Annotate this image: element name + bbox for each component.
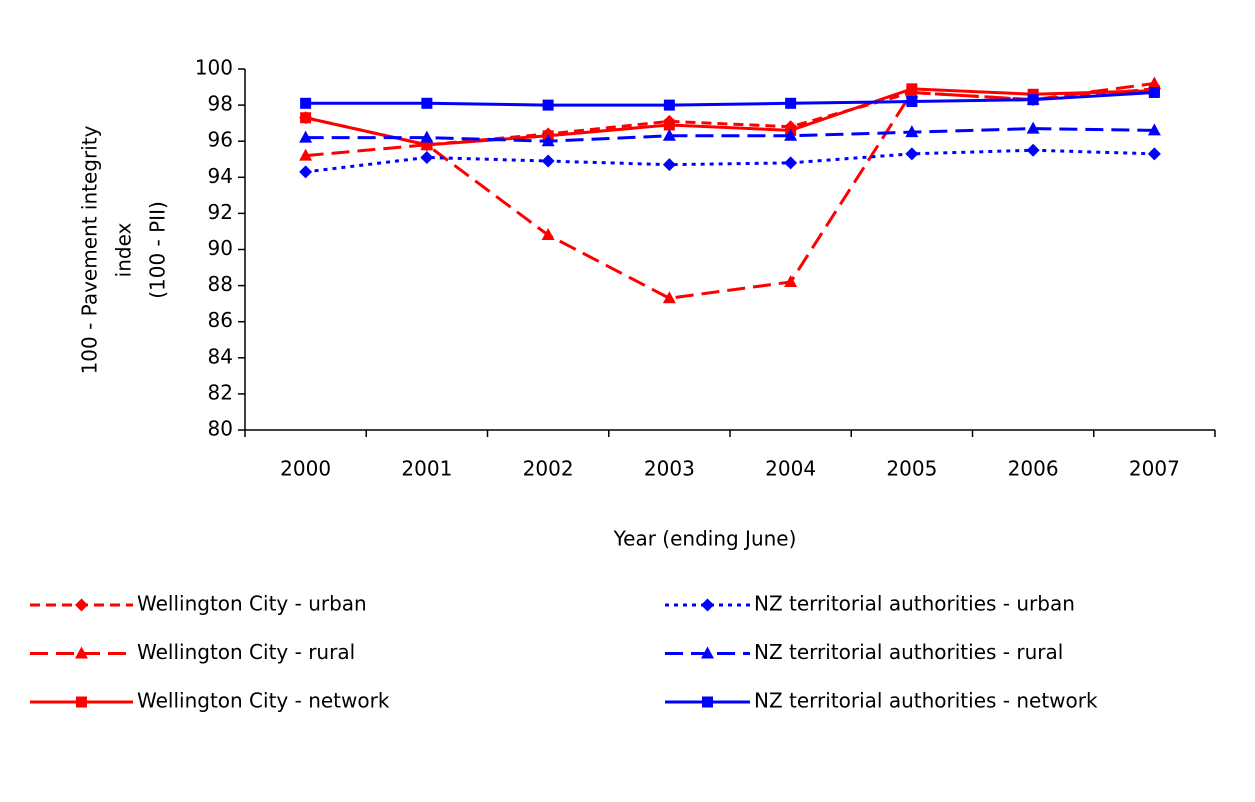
marker: [299, 130, 313, 143]
series-line: [305, 148, 1155, 174]
legend-marker: [75, 598, 88, 612]
marker: [1026, 143, 1040, 157]
marker: [421, 139, 433, 151]
marker: [420, 150, 434, 164]
legend-item: Wellington City - network: [30, 689, 390, 713]
marker: [784, 128, 798, 141]
legend-label: Wellington City - network: [137, 689, 390, 713]
series-line: [305, 90, 1155, 107]
marker: [541, 134, 555, 147]
marker: [905, 147, 919, 161]
marker: [300, 112, 312, 124]
marker: [1147, 147, 1161, 161]
legend-marker: [701, 646, 714, 659]
marker: [905, 125, 919, 138]
marker: [542, 99, 554, 111]
marker: [420, 130, 434, 143]
series-line: [305, 87, 1155, 147]
marker: [663, 119, 675, 131]
marker: [906, 95, 918, 107]
marker: [662, 291, 676, 304]
marker: [784, 156, 798, 170]
x-tick-label: 2000: [280, 457, 331, 481]
marker: [300, 97, 312, 109]
y-axis-label-line: (100 - PII): [146, 201, 170, 299]
legend-item: Wellington City - urban: [30, 592, 367, 616]
marker: [784, 274, 798, 287]
marker: [541, 154, 555, 168]
x-tick-label: 2001: [401, 457, 452, 481]
marker: [299, 148, 313, 161]
y-tick-label: 98: [208, 92, 233, 116]
marker: [1026, 121, 1040, 134]
y-tick-label: 90: [208, 236, 233, 260]
y-tick-label: 94: [208, 164, 233, 188]
legend-label: Wellington City - urban: [137, 592, 367, 616]
marker: [662, 158, 676, 172]
y-tick-label: 88: [208, 272, 233, 296]
y-tick-label: 82: [208, 380, 233, 404]
marker: [421, 97, 433, 109]
y-tick-label: 86: [208, 308, 233, 332]
y-axis-label: 100 - Pavement integrity index (100 - PI…: [78, 125, 170, 374]
legend-marker: [75, 646, 88, 659]
marker: [663, 99, 675, 111]
legend-item: NZ territorial authorities - urban: [665, 592, 1075, 616]
legend-label: NZ territorial authorities - rural: [754, 640, 1063, 664]
x-tick-label: 2003: [644, 457, 695, 481]
y-tick-label: 96: [208, 128, 233, 152]
marker: [541, 228, 555, 241]
y-axis-label-line: index: [112, 222, 136, 277]
marker: [785, 97, 797, 109]
series-line: [305, 81, 1155, 300]
y-tick-label: 92: [208, 200, 233, 224]
marker: [1027, 94, 1039, 106]
series-line: [305, 127, 1155, 143]
x-tick-label: 2005: [886, 457, 937, 481]
legend-label: NZ territorial authorities - urban: [754, 592, 1075, 616]
marker: [1147, 123, 1161, 136]
marker: [1148, 86, 1160, 98]
x-tick-label: 2004: [765, 457, 816, 481]
legend-marker: [76, 696, 87, 708]
legend-marker: [701, 598, 714, 612]
y-tick-label: 100: [195, 56, 233, 80]
legend-item: NZ territorial authorities - network: [665, 689, 1098, 713]
marker: [906, 83, 918, 95]
x-tick-label: 2002: [523, 457, 574, 481]
legend-item: Wellington City - rural: [30, 640, 355, 664]
y-tick-label: 80: [208, 417, 233, 441]
x-axis-label: Year (ending June): [613, 527, 797, 551]
y-tick-label: 84: [208, 344, 233, 368]
y-axis-label-line: 100 - Pavement integrity: [78, 125, 102, 374]
legend-item: NZ territorial authorities - rural: [665, 640, 1063, 664]
legend-label: NZ territorial authorities - network: [754, 689, 1098, 713]
legend-label: Wellington City - rural: [137, 640, 355, 664]
x-tick-label: 2006: [1008, 457, 1059, 481]
marker: [662, 128, 676, 141]
x-tick-label: 2007: [1129, 457, 1180, 481]
legend-marker: [702, 696, 713, 708]
marker: [299, 165, 313, 179]
